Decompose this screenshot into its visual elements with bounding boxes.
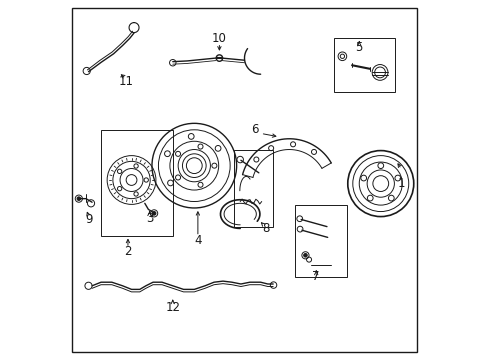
Text: 1: 1 xyxy=(397,177,405,190)
Bar xyxy=(294,205,346,277)
Text: 11: 11 xyxy=(119,75,133,88)
Circle shape xyxy=(303,253,306,257)
Text: 8: 8 xyxy=(262,222,269,235)
Text: 5: 5 xyxy=(355,41,362,54)
Text: 3: 3 xyxy=(145,212,153,225)
Text: 12: 12 xyxy=(165,301,180,314)
Text: 10: 10 xyxy=(211,32,226,45)
Text: 6: 6 xyxy=(251,123,259,136)
Circle shape xyxy=(152,212,156,215)
Bar xyxy=(333,39,394,92)
Bar xyxy=(233,149,273,226)
Text: 4: 4 xyxy=(194,234,201,247)
Bar xyxy=(101,130,172,235)
Circle shape xyxy=(77,197,81,201)
Text: 2: 2 xyxy=(124,245,131,258)
Text: 7: 7 xyxy=(312,270,319,283)
Text: 9: 9 xyxy=(84,213,92,226)
